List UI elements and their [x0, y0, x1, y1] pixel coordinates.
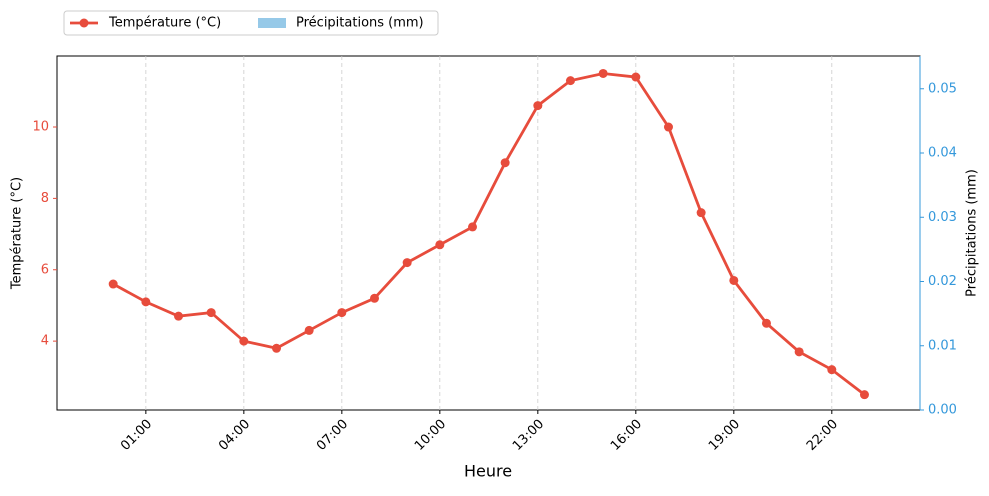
legend-marker — [79, 18, 89, 28]
y2-axis-label: Précipitations (mm) — [965, 169, 980, 297]
point — [206, 308, 216, 318]
point — [337, 308, 347, 318]
y2-tick-label: 0.01 — [928, 338, 957, 353]
point — [761, 318, 771, 328]
x-tick-label: 13:00 — [510, 417, 547, 454]
legend-label: Précipitations (mm) — [296, 16, 424, 31]
point — [467, 222, 477, 232]
point — [500, 158, 510, 168]
x-axis-label: Heure — [464, 462, 512, 481]
point — [598, 68, 608, 78]
x-tick-label: 16:00 — [608, 417, 645, 454]
point — [402, 258, 412, 268]
point — [174, 311, 184, 321]
y2-tick-label: 0.03 — [928, 210, 957, 225]
point — [272, 343, 282, 353]
point — [533, 101, 543, 111]
x-tick-label: 04:00 — [216, 417, 253, 454]
point — [827, 365, 837, 375]
point — [370, 293, 380, 303]
legend-swatch — [258, 18, 286, 28]
y-tick-label: 4 — [41, 334, 49, 349]
y2-tick-label: 0.02 — [928, 274, 957, 289]
x-tick-label: 22:00 — [804, 417, 841, 454]
point — [859, 390, 869, 400]
point — [729, 275, 739, 285]
point — [141, 297, 151, 307]
y2-tick-label: 0.04 — [928, 146, 957, 161]
y2-tick-label: 0.00 — [928, 403, 957, 418]
y2-tick-label: 0.05 — [928, 81, 957, 96]
point — [631, 72, 641, 82]
point — [794, 347, 804, 357]
y-axis-label: Température (°C) — [10, 177, 25, 290]
point — [696, 208, 706, 218]
y-tick-label: 8 — [41, 191, 49, 206]
x-tick-label: 01:00 — [118, 417, 155, 454]
point — [304, 325, 314, 335]
y-tick-label: 6 — [41, 262, 49, 277]
plot-frame — [56, 55, 921, 411]
x-tick-label: 19:00 — [706, 417, 743, 454]
x-tick-label: 10:00 — [412, 417, 449, 454]
line — [112, 72, 866, 396]
y-tick-label: 10 — [32, 120, 49, 135]
point — [435, 240, 445, 250]
legend-label: Température (°C) — [108, 16, 221, 31]
point — [108, 279, 118, 289]
legend-box — [63, 10, 439, 36]
point — [663, 122, 673, 132]
point — [239, 336, 249, 346]
point — [565, 76, 575, 86]
x-tick-label: 07:00 — [314, 417, 351, 454]
